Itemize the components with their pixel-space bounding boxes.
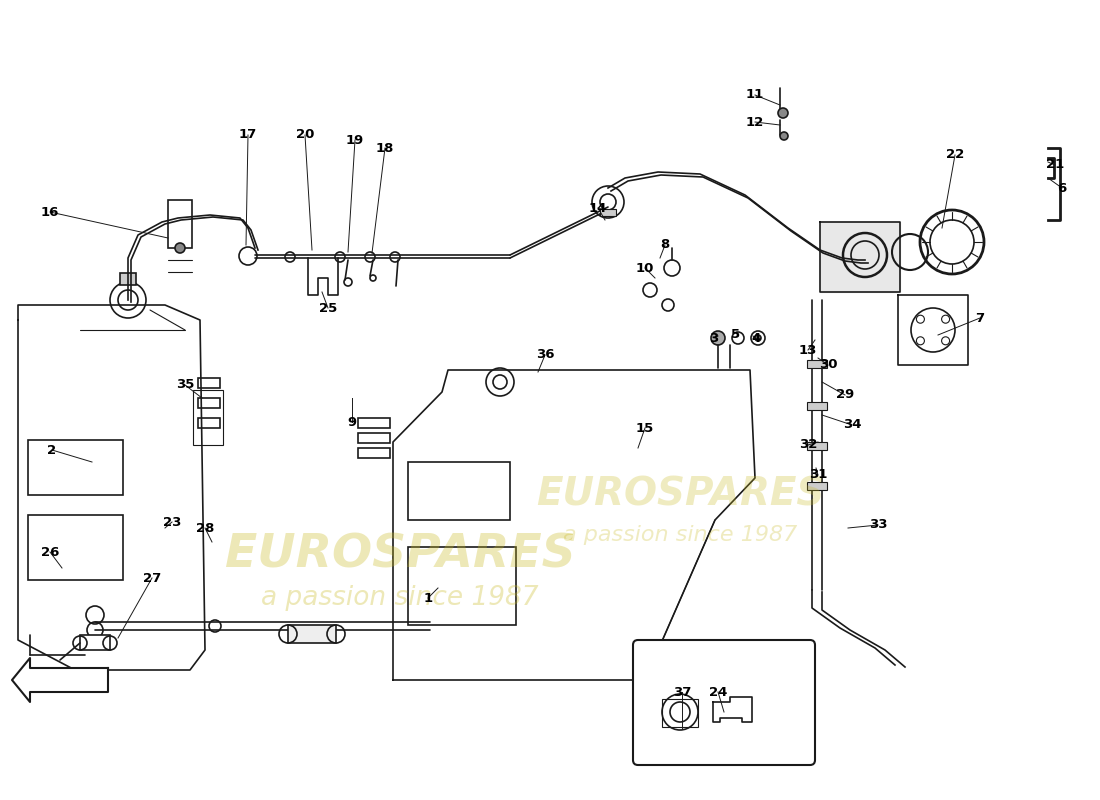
Text: 22: 22 (946, 149, 964, 162)
Text: 15: 15 (636, 422, 654, 434)
Bar (408, 547, 516, 625)
Text: a passion since 1987: a passion since 1987 (262, 585, 539, 611)
Text: 37: 37 (673, 686, 691, 698)
Text: 6: 6 (1057, 182, 1067, 194)
Polygon shape (12, 658, 108, 702)
Bar (288, 625, 336, 643)
Text: 27: 27 (143, 571, 161, 585)
Circle shape (778, 108, 788, 118)
Text: 23: 23 (163, 515, 182, 529)
Text: 26: 26 (41, 546, 59, 558)
Bar (192, 390, 223, 445)
Text: 19: 19 (345, 134, 364, 146)
Bar (358, 433, 390, 443)
Text: 12: 12 (746, 115, 764, 129)
Bar (120, 273, 136, 285)
Text: 16: 16 (41, 206, 59, 218)
Text: 14: 14 (588, 202, 607, 214)
Bar (358, 418, 390, 428)
Text: 33: 33 (869, 518, 888, 531)
Text: 7: 7 (976, 311, 984, 325)
Text: 3: 3 (710, 331, 718, 345)
Text: 11: 11 (746, 89, 764, 102)
Text: 28: 28 (196, 522, 214, 534)
Bar (28, 440, 123, 495)
Text: 32: 32 (799, 438, 817, 451)
Bar (600, 209, 616, 216)
Text: 21: 21 (1046, 158, 1064, 171)
Text: 17: 17 (239, 129, 257, 142)
Text: 31: 31 (808, 469, 827, 482)
Text: 8: 8 (660, 238, 670, 251)
FancyBboxPatch shape (632, 640, 815, 765)
Text: 4: 4 (751, 331, 760, 345)
Text: 20: 20 (296, 129, 315, 142)
Bar (80, 635, 110, 650)
Polygon shape (713, 697, 752, 722)
Bar (807, 482, 827, 490)
Bar (168, 200, 192, 248)
Text: 34: 34 (843, 418, 861, 431)
Bar (408, 462, 510, 520)
Text: 18: 18 (376, 142, 394, 154)
Text: EUROSPARES: EUROSPARES (536, 476, 824, 514)
Text: 10: 10 (636, 262, 654, 274)
Circle shape (175, 243, 185, 253)
Bar (28, 515, 123, 580)
Text: 24: 24 (708, 686, 727, 698)
Text: 36: 36 (536, 349, 554, 362)
Bar (807, 442, 827, 450)
Bar (662, 699, 698, 727)
Text: 35: 35 (176, 378, 195, 391)
Bar (198, 398, 220, 408)
Bar (807, 360, 827, 368)
Bar (358, 448, 390, 458)
Polygon shape (898, 295, 968, 365)
Circle shape (755, 335, 761, 341)
Text: 2: 2 (47, 443, 56, 457)
Text: a passion since 1987: a passion since 1987 (563, 525, 798, 545)
Circle shape (780, 132, 788, 140)
Bar (198, 418, 220, 428)
Text: 9: 9 (348, 415, 356, 429)
Text: 29: 29 (836, 389, 854, 402)
Text: 13: 13 (799, 343, 817, 357)
Polygon shape (820, 222, 900, 292)
Text: 5: 5 (732, 329, 740, 342)
Text: 30: 30 (818, 358, 837, 371)
Bar (807, 402, 827, 410)
Text: 25: 25 (319, 302, 337, 314)
Text: EUROSPARES: EUROSPARES (224, 533, 575, 578)
Bar (198, 378, 220, 388)
Polygon shape (18, 305, 205, 670)
Text: 1: 1 (424, 591, 432, 605)
Polygon shape (393, 370, 755, 680)
Circle shape (711, 331, 725, 345)
